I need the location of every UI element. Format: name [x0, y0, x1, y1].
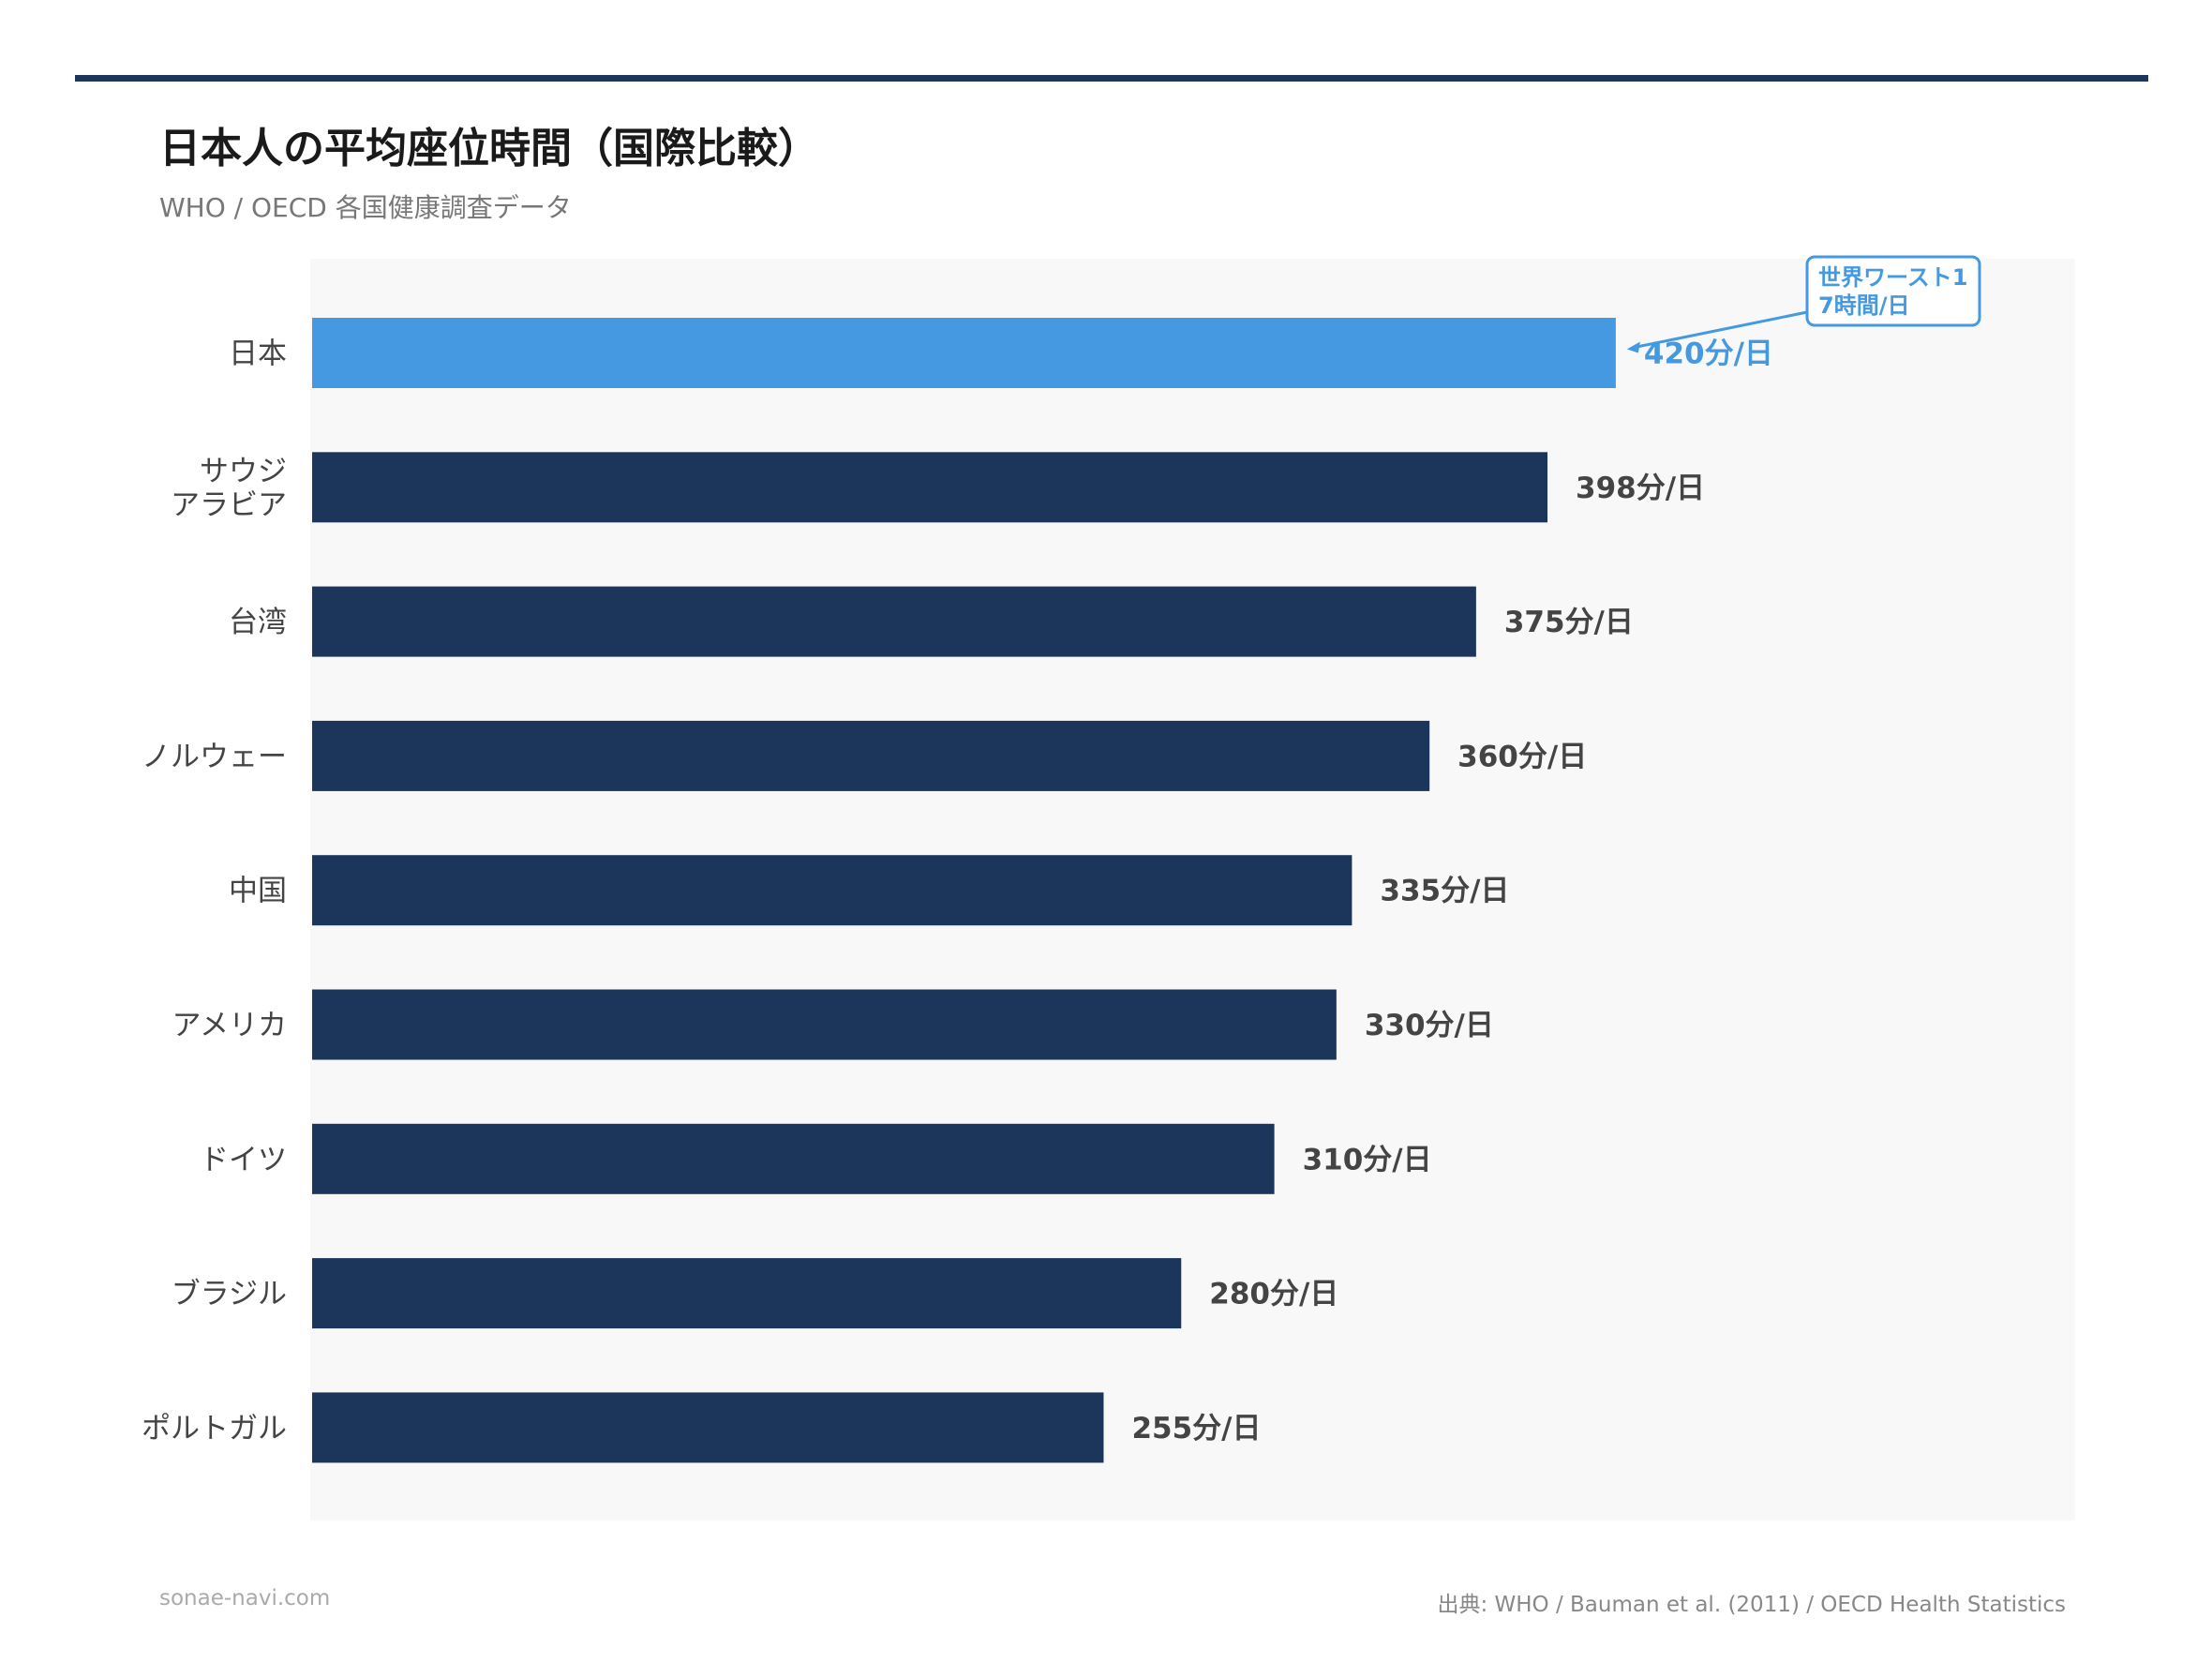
annotation-box — [1805, 255, 1981, 327]
category-label-4: ノルウェー — [142, 740, 287, 773]
bar-2 — [312, 452, 1548, 523]
chart-subtitle: WHO / OECD 各国健康調査データ — [159, 192, 572, 223]
bar-9 — [312, 1392, 1104, 1463]
bar-5 — [312, 855, 1353, 926]
annotation-text-1: 世界ワースト1 — [1818, 264, 1968, 291]
value-label-1: 420分/日 — [1644, 337, 1773, 371]
value-label-8: 280分/日 — [1209, 1278, 1338, 1311]
value-label-9: 255分/日 — [1131, 1412, 1261, 1446]
category-label-5: 中国 — [229, 875, 287, 908]
value-label-7: 310分/日 — [1303, 1143, 1432, 1176]
value-label-5: 335分/日 — [1380, 875, 1509, 908]
chart-title: 日本人の平均座位時間（国際比較） — [159, 125, 819, 172]
bar-1 — [312, 318, 1616, 388]
category-label-1: 日本 — [229, 337, 287, 371]
category-label-6: アメリカ — [172, 1009, 287, 1042]
footer-source: 出典: WHO / Bauman et al. (2011) / OECD He… — [1437, 1593, 2066, 1617]
bar-3 — [312, 586, 1476, 657]
value-label-2: 398分/日 — [1576, 472, 1705, 505]
bar-4 — [312, 720, 1430, 791]
category-label-9: ポルトガル — [142, 1412, 287, 1446]
value-label-6: 330分/日 — [1365, 1009, 1494, 1042]
value-label-4: 360分/日 — [1457, 740, 1587, 773]
footer-site: sonae-navi.com — [159, 1586, 331, 1611]
annotation-arrow-line — [1634, 310, 1808, 349]
category-label-8: ブラジル — [172, 1278, 287, 1311]
category-label-7: ドイツ — [200, 1143, 287, 1176]
value-label-3: 375分/日 — [1504, 606, 1634, 639]
annotation-arrow-head — [1626, 341, 1640, 353]
category-label-2: サウジアラビア — [171, 455, 287, 522]
annotation-text-2: 7時間/日 — [1818, 292, 1909, 319]
bar-6 — [312, 989, 1337, 1060]
category-label-3: 台湾 — [229, 606, 287, 639]
bar-8 — [312, 1258, 1182, 1329]
top-rule — [75, 75, 2148, 82]
bar-7 — [312, 1123, 1275, 1194]
